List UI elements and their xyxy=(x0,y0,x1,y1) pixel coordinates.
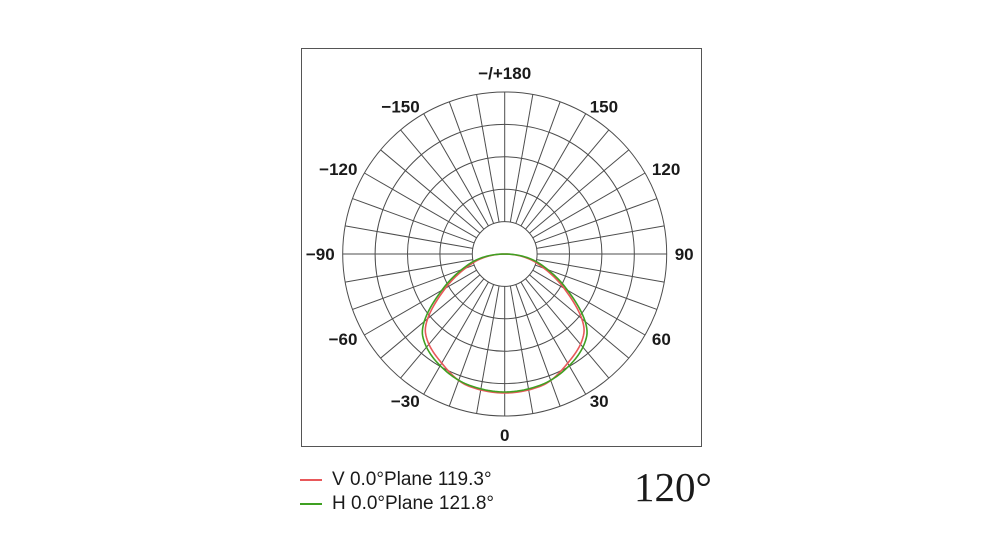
svg-text:60: 60 xyxy=(652,330,671,349)
svg-text:−/+180: −/+180 xyxy=(478,64,531,83)
svg-text:0: 0 xyxy=(500,426,509,445)
svg-text:−30: −30 xyxy=(391,392,420,411)
svg-text:90: 90 xyxy=(675,245,694,264)
svg-text:120: 120 xyxy=(652,160,680,179)
svg-text:−150: −150 xyxy=(381,98,419,117)
svg-text:−120: −120 xyxy=(319,160,357,179)
svg-text:150: 150 xyxy=(590,98,618,117)
svg-text:−90: −90 xyxy=(306,245,335,264)
svg-text:−60: −60 xyxy=(329,330,358,349)
svg-text:30: 30 xyxy=(590,392,609,411)
